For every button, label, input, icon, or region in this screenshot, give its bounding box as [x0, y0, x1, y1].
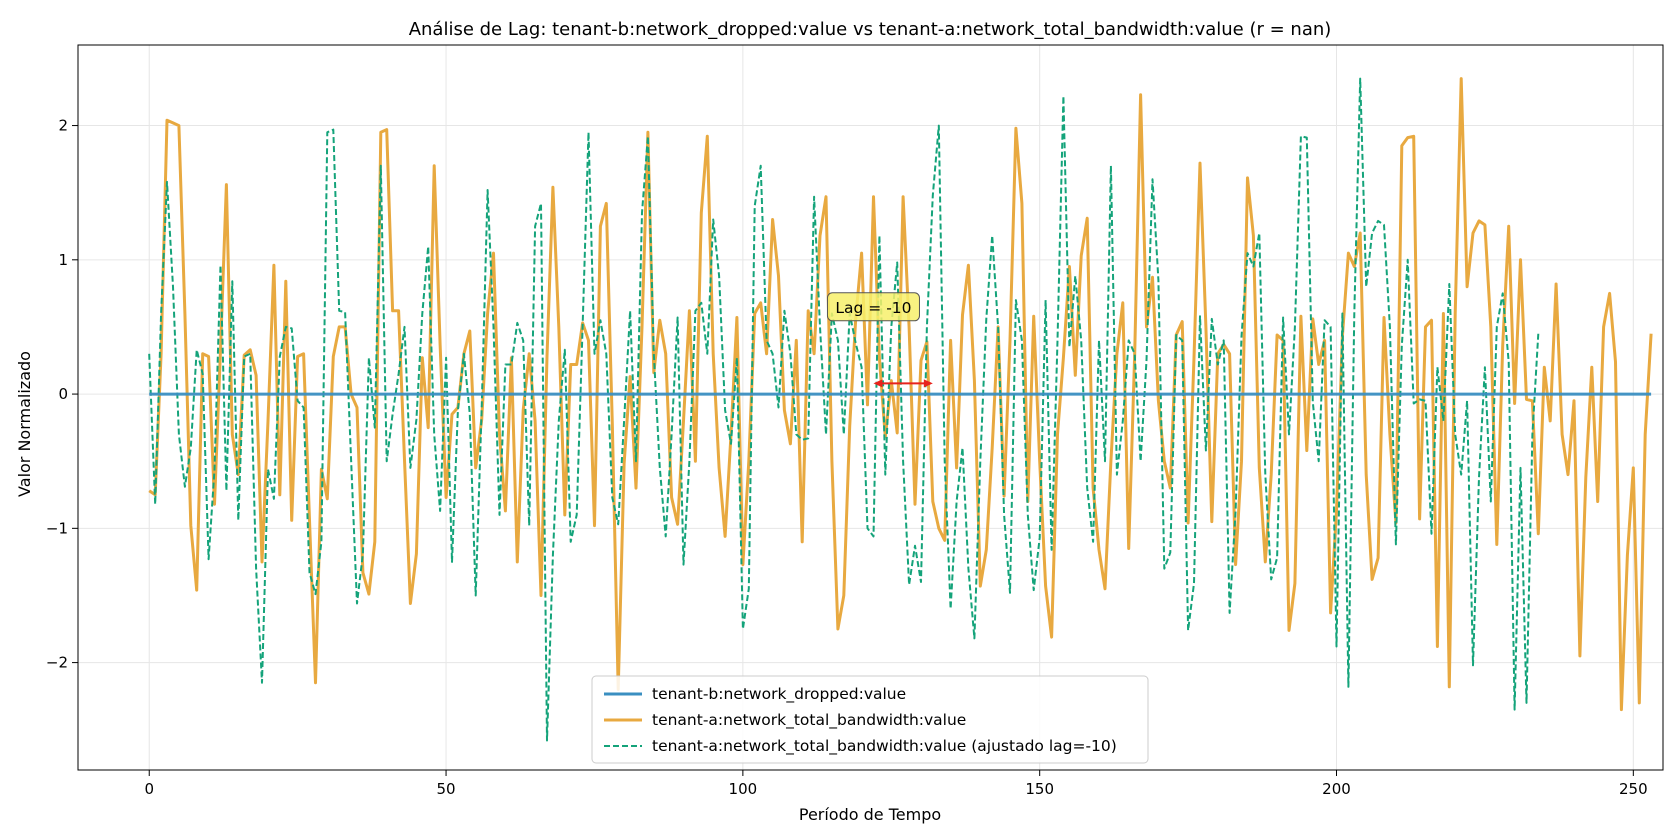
lag-annotation: Lag = -10	[826, 292, 933, 388]
x-axis-label: Período de Tempo	[799, 805, 941, 824]
chart-title: Análise de Lag: tenant-b:network_dropped…	[409, 19, 1332, 40]
legend-label-2: tenant-a:network_total_bandwidth:value	[652, 711, 966, 730]
lag-label-box	[826, 292, 920, 322]
x-tick-label: 50	[437, 780, 456, 798]
legend: tenant-b:network_dropped:value tenant-a:n…	[591, 675, 1149, 764]
y-tick-label: 2	[58, 117, 68, 135]
axis-ticks: 0 50 100 150 200 250 −2 −1 0 1 2	[46, 117, 1648, 798]
legend-label-3: tenant-a:network_total_bandwidth:value (…	[652, 737, 1117, 756]
lag-label-text: Lag = -10	[835, 299, 911, 317]
y-tick-label: −2	[46, 654, 68, 672]
x-tick-label: 100	[729, 780, 758, 798]
lag-arrow-head-right	[923, 379, 933, 388]
lag-arrow-head-left	[873, 379, 883, 388]
x-tick-label: 200	[1322, 780, 1351, 798]
legend-label-1: tenant-b:network_dropped:value	[652, 685, 906, 704]
series-line-3	[148, 77, 1540, 742]
x-tick-label: 150	[1025, 780, 1054, 798]
y-tick-label: 1	[58, 251, 68, 269]
x-tick-label: 250	[1619, 780, 1648, 798]
y-axis-label: Valor Normalizado	[15, 351, 34, 497]
plot-frame	[77, 44, 1664, 771]
y-tick-label: 0	[58, 385, 68, 403]
legend-box	[591, 675, 1149, 764]
x-tick-label: 0	[144, 780, 154, 798]
y-tick-label: −1	[46, 519, 68, 537]
